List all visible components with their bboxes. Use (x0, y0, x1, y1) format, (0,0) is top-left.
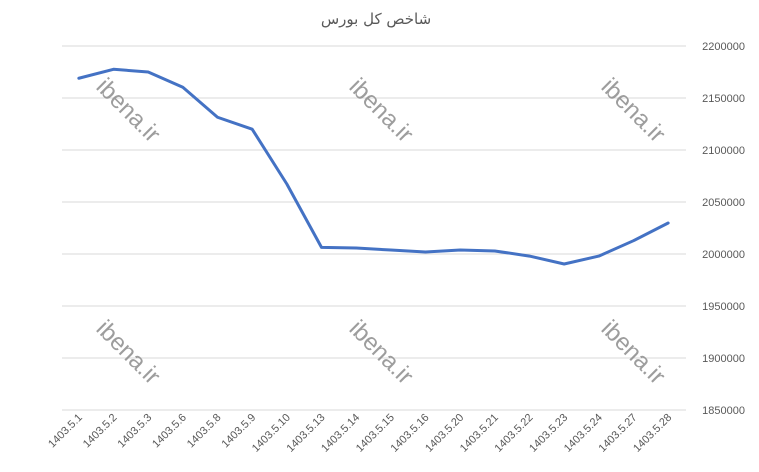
watermark-text: ibena.ir (91, 73, 166, 148)
x-tick-label: 1403.5.2 (81, 412, 120, 451)
y-tick-label: 1850000 (702, 405, 745, 417)
x-tick-label: 1403.5.6 (150, 412, 189, 451)
watermark-text: ibena.ir (596, 315, 671, 390)
x-tick-label: 1403.5.1 (46, 412, 85, 451)
y-tick-label: 2050000 (702, 197, 745, 209)
chart-title: شاخص کل بورس (321, 10, 431, 28)
y-tick-label: 1950000 (702, 301, 745, 313)
watermark-text: ibena.ir (91, 315, 166, 390)
watermark-text: ibena.ir (596, 73, 671, 148)
y-tick-label: 2150000 (702, 93, 745, 105)
y-tick-label: 1900000 (702, 353, 745, 365)
y-tick-label: 2000000 (702, 249, 745, 261)
watermark-text: ibena.ir (344, 73, 419, 148)
x-tick-label: 1403.5.3 (116, 412, 155, 451)
y-tick-label: 2100000 (702, 145, 745, 157)
x-tick-label: 1403.5.28 (631, 412, 674, 455)
y-tick-label: 2200000 (702, 41, 745, 53)
x-tick-label: 1403.5.8 (185, 412, 224, 451)
series-line (77, 67, 670, 266)
watermark-text: ibena.ir (344, 315, 419, 390)
